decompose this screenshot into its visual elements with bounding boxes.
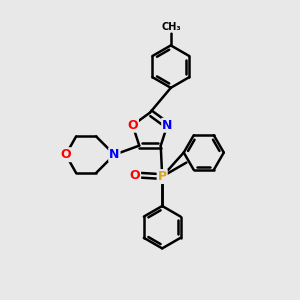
Text: O: O — [61, 148, 71, 161]
Text: CH₃: CH₃ — [162, 22, 181, 32]
Text: N: N — [109, 148, 120, 161]
Text: O: O — [130, 169, 140, 182]
Text: P: P — [158, 170, 167, 183]
Text: O: O — [127, 119, 138, 132]
Text: N: N — [162, 119, 172, 132]
